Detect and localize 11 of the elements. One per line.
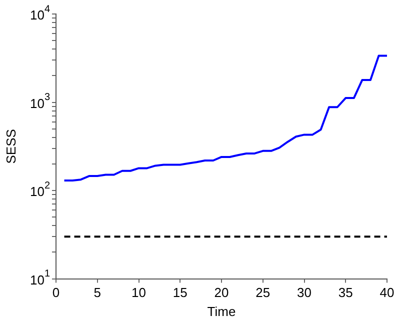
x-tick-label: 15 bbox=[172, 285, 188, 300]
x-tick-label: 0 bbox=[52, 285, 60, 300]
x-tick-label: 5 bbox=[94, 285, 101, 300]
x-tick-label: 30 bbox=[297, 285, 312, 300]
x-axis-title: Time bbox=[207, 304, 236, 319]
x-tick-label: 20 bbox=[214, 285, 229, 300]
y-axis-title: SESS bbox=[3, 128, 18, 164]
x-tick-label: 35 bbox=[338, 285, 353, 300]
x-tick-label: 40 bbox=[380, 285, 394, 300]
x-tick-label: 25 bbox=[256, 285, 270, 300]
x-tick-label: 10 bbox=[132, 285, 146, 300]
